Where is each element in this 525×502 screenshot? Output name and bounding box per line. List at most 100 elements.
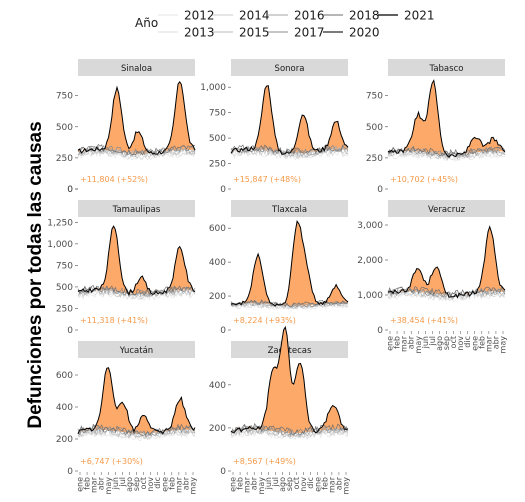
excess-area (388, 226, 505, 296)
y-tick-label: 500 (366, 123, 383, 133)
x-tick-label: may (104, 477, 113, 495)
y-tick-label: 250 (366, 154, 383, 164)
panel-strip (231, 59, 348, 76)
x-tick-label: oct (292, 477, 301, 489)
x-tick-label: jul (118, 477, 127, 488)
panel-title: Zacatecas (268, 346, 312, 356)
excess-area (231, 85, 348, 154)
series-line-2020-2021 (230, 220, 349, 307)
legend-label-2020: 2020 (349, 26, 380, 40)
excess-area (231, 327, 348, 434)
series-line-2017 (77, 424, 196, 437)
x-tick-label: ene (160, 477, 169, 492)
series-line-2018 (77, 423, 196, 436)
x-tick-label: ago (435, 336, 444, 351)
x-tick-label: jul (428, 336, 437, 347)
panel-strip (231, 341, 348, 358)
x-tick-label: dic (306, 477, 315, 489)
legend-label-2015: 2015 (239, 26, 270, 40)
legend-title: Año (135, 16, 158, 30)
legend-entry-2017: 2017 (268, 26, 325, 40)
y-tick-label: 200 (56, 435, 73, 445)
x-tick-label: abr (181, 476, 190, 490)
series-line-2017 (230, 424, 349, 437)
x-tick-label: may (189, 477, 198, 495)
x-tick-label: may (499, 336, 508, 354)
series-line-2020-2021 (230, 85, 349, 155)
panel-title: Tlaxcala (271, 205, 307, 215)
y-tick-label: 400 (209, 258, 226, 268)
series-line-2018 (230, 299, 348, 308)
legend-label-2012: 2012 (184, 9, 215, 23)
series-line-2013 (387, 290, 506, 301)
x-tick-label: feb (477, 336, 486, 349)
y-tick-label: 0 (220, 467, 226, 477)
x-tick-label: abr (334, 476, 343, 490)
x-tick-label: mar (174, 476, 183, 493)
panel-title: Veracruz (428, 205, 466, 215)
x-tick-label: oct (139, 477, 148, 489)
y-tick-label: 1,250 (47, 218, 73, 228)
x-tick-label: feb (393, 336, 402, 349)
panel-strip (78, 341, 195, 358)
legend-entry-2014: 2014 (213, 9, 270, 23)
facet-panels: Sinaloa 0 250 500 750 0 +11,804 (+52%) Sonora 25… (47, 59, 508, 494)
x-tick-label: ene (313, 477, 322, 492)
panel-title: Sinaloa (121, 64, 152, 74)
y-tick-label: 0 (220, 185, 226, 195)
legend-entry-2016: 2016 (268, 9, 325, 23)
y-tick-label: 0 (220, 326, 226, 336)
y-tick-label: 750 (56, 261, 73, 271)
legend-entry-2013: 2013 (158, 26, 215, 40)
legend-entry-2012: 2012 (158, 9, 215, 23)
y-tick-label: 1,000 (357, 291, 383, 301)
y-tick-label: 0 (67, 185, 73, 195)
y-tick-label: 0 (377, 185, 383, 195)
x-tick-label: ene (229, 477, 238, 492)
series-line-2016 (77, 285, 196, 298)
x-tick-label: abr (250, 476, 259, 490)
excess-label: +8,224 (+93%) (233, 316, 296, 325)
x-tick-label: jul (271, 477, 280, 488)
panel-tamaulipas: Tamaulipas 250 500 750 1,000 1,250 0 +11,318 (+… (47, 200, 196, 336)
y-tick-label: 500 (56, 123, 73, 133)
x-tick-label: may (342, 477, 351, 495)
series-line-2020-2021 (77, 367, 196, 435)
series-line-2020-2021 (387, 79, 506, 158)
x-tick-label: mar (484, 335, 493, 352)
y-tick-label: 400 (209, 381, 226, 391)
y-tick-label: 250 (56, 304, 73, 314)
x-tick-label: oct (449, 336, 458, 348)
legend-entry-2018: 2018 (323, 9, 380, 23)
panel-strip (78, 59, 195, 76)
excess-area (388, 80, 505, 155)
x-tick-label: mar (243, 476, 252, 493)
excess-label: +15,847 (+48%) (233, 175, 301, 184)
legend-entry-2021: 2021 (378, 9, 435, 23)
excess-label: +10,702 (+45%) (390, 175, 458, 184)
y-tick-label: 0 (67, 467, 73, 477)
panel-strip (388, 200, 505, 217)
series-line-2020-2021 (77, 81, 196, 155)
x-axis: enefebmarabrmayjunjulagosepoctnovdicenef… (229, 472, 351, 494)
excess-label: +6,747 (+30%) (80, 457, 143, 466)
series-line-2017 (230, 144, 349, 156)
series-line-2014 (387, 289, 506, 301)
y-tick-label: 1,000 (47, 240, 73, 250)
x-tick-label: dic (153, 477, 162, 489)
excess-area (78, 367, 195, 434)
legend-label-2021: 2021 (404, 9, 435, 23)
y-tick-label: 750 (366, 92, 383, 102)
x-tick-label: mar (327, 476, 336, 493)
x-tick-label: may (257, 477, 266, 495)
x-tick-label: nov (146, 477, 155, 492)
y-tick-label: 250 (209, 160, 226, 170)
excess-label: +38,454 (+41%) (390, 316, 458, 325)
panel-strip (388, 59, 505, 76)
legend-entry-2015: 2015 (213, 26, 270, 40)
x-tick-label: sep (132, 477, 141, 491)
